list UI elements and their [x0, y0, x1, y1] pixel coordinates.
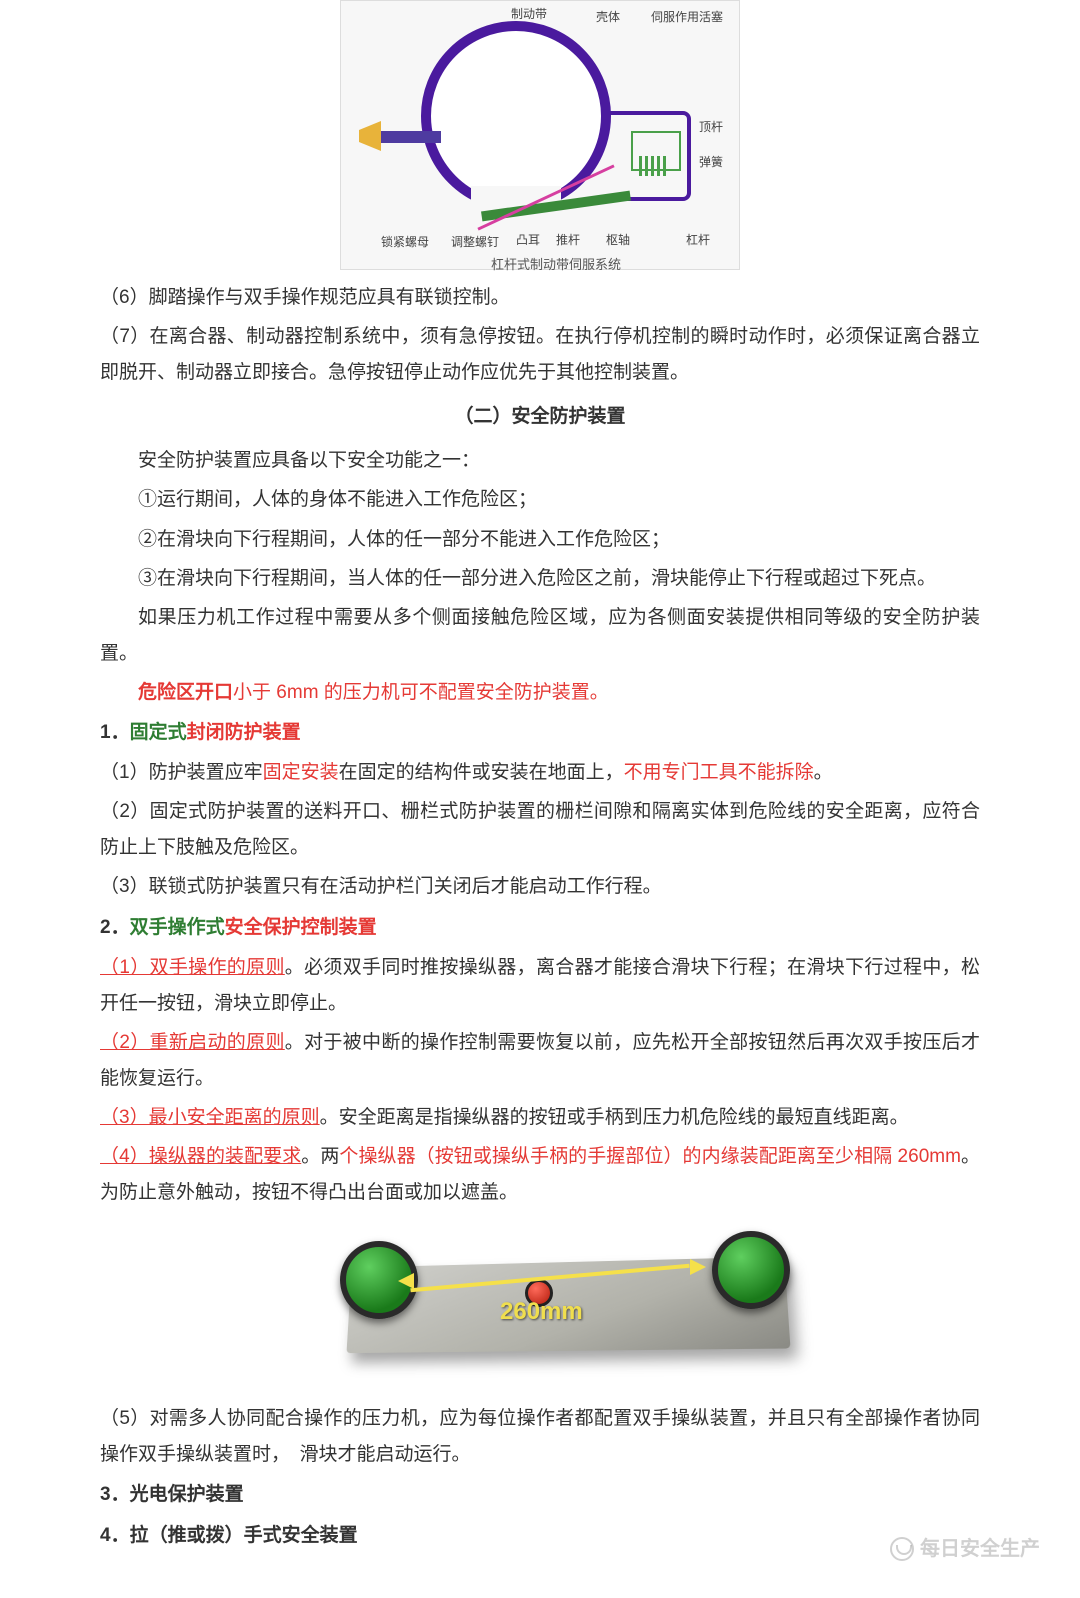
- label: 推杆: [556, 229, 580, 252]
- label: 伺服作用活塞: [651, 6, 723, 29]
- paragraph: （1）双手操作的原则。必须双手同时推按操纵器，离合器才能接合滑块下行程；在滑块下…: [100, 950, 980, 1022]
- paragraph: ③在滑块向下行程期间，当人体的任一部分进入危险区之前，滑块能停止下行程或超过下死…: [100, 561, 980, 597]
- brake-ring: [421, 21, 611, 211]
- section-heading: （二）安全防护装置: [40, 399, 1040, 435]
- two-hand-control-illustration: 260mm: [280, 1231, 800, 1371]
- paragraph: （2）固定式防护装置的送料开口、栅栏式防护装置的栅栏间隙和隔离实体到危险线的安全…: [100, 794, 980, 866]
- distance-label: 260mm: [500, 1289, 583, 1335]
- paragraph: 危险区开口小于 6mm 的压力机可不配置安全防护装置。: [100, 675, 980, 711]
- label: 枢轴: [606, 229, 630, 252]
- spring-icon: [639, 156, 669, 176]
- paragraph: （3）联锁式防护装置只有在活动护栏门关闭后才能启动工作行程。: [100, 869, 980, 905]
- paragraph: （2）重新启动的原则。对于被中断的操作控制需要恢复以前，应先松开全部按钮然后再次…: [100, 1025, 980, 1097]
- screw: [371, 131, 441, 143]
- label: 顶杆: [699, 116, 723, 139]
- label: 锁紧螺母: [381, 231, 429, 254]
- paragraph: （7）在离合器、制动器控制系统中，须有急停按钮。在执行停机控制的瞬时动作时，必须…: [100, 319, 980, 391]
- watermark: 每日安全生产: [890, 1530, 1040, 1568]
- heading-1: 1．固定式封闭防护装置: [100, 715, 980, 751]
- label: 制动带: [511, 3, 547, 26]
- label: 壳体: [596, 6, 620, 29]
- label: 杠杆: [686, 229, 710, 252]
- heading-3: 3．光电保护装置: [100, 1477, 980, 1513]
- paragraph: （5）对需多人协同配合操作的压力机，应为每位操作者都配置双手操纵装置，并且只有全…: [100, 1401, 980, 1473]
- paragraph: （1）防护装置应牢固定安装在固定的结构件或安装在地面上，不用专门工具不能拆除。: [100, 755, 980, 791]
- paragraph: ①运行期间，人体的身体不能进入工作危险区；: [100, 482, 980, 518]
- wechat-icon: [890, 1537, 914, 1561]
- paragraph: （3）最小安全距离的原则。安全距离是指操纵器的按钮或手柄到压力机危险线的最短直线…: [100, 1100, 980, 1136]
- label: 凸耳: [516, 229, 540, 252]
- label: 调整螺钉: [451, 231, 499, 254]
- heading-4: 4．拉（推或拨）手式安全装置: [100, 1518, 980, 1554]
- brake-diagram: 制动带 壳体 伺服作用活塞 顶杆 弹簧 锁紧螺母 调整螺钉 凸耳 推杆 枢轴 杠…: [340, 0, 740, 270]
- highlight: 小于 6mm 的压力机可不配置安全防护装置。: [233, 682, 609, 703]
- paragraph: 如果压力机工作过程中需要从多个侧面接触危险区域，应为各侧面安装提供相同等级的安全…: [100, 600, 980, 672]
- green-button-right: [712, 1231, 790, 1309]
- paragraph: （6）脚踏操作与双手操作规范应具有联锁控制。: [100, 280, 980, 316]
- diagram-caption: 杠杆式制动带伺服系统: [491, 253, 621, 278]
- paragraph: ②在滑块向下行程期间，人体的任一部分不能进入工作危险区；: [100, 522, 980, 558]
- paragraph: 安全防护装置应具备以下安全功能之一：: [100, 443, 980, 479]
- highlight: 危险区开口: [138, 682, 233, 703]
- label: 弹簧: [699, 151, 723, 174]
- heading-2: 2．双手操作式安全保护控制装置: [100, 910, 980, 946]
- paragraph: （4）操纵器的装配要求。两个操纵器（按钮或操纵手柄的手握部位）的内缘装配距离至少…: [100, 1139, 980, 1211]
